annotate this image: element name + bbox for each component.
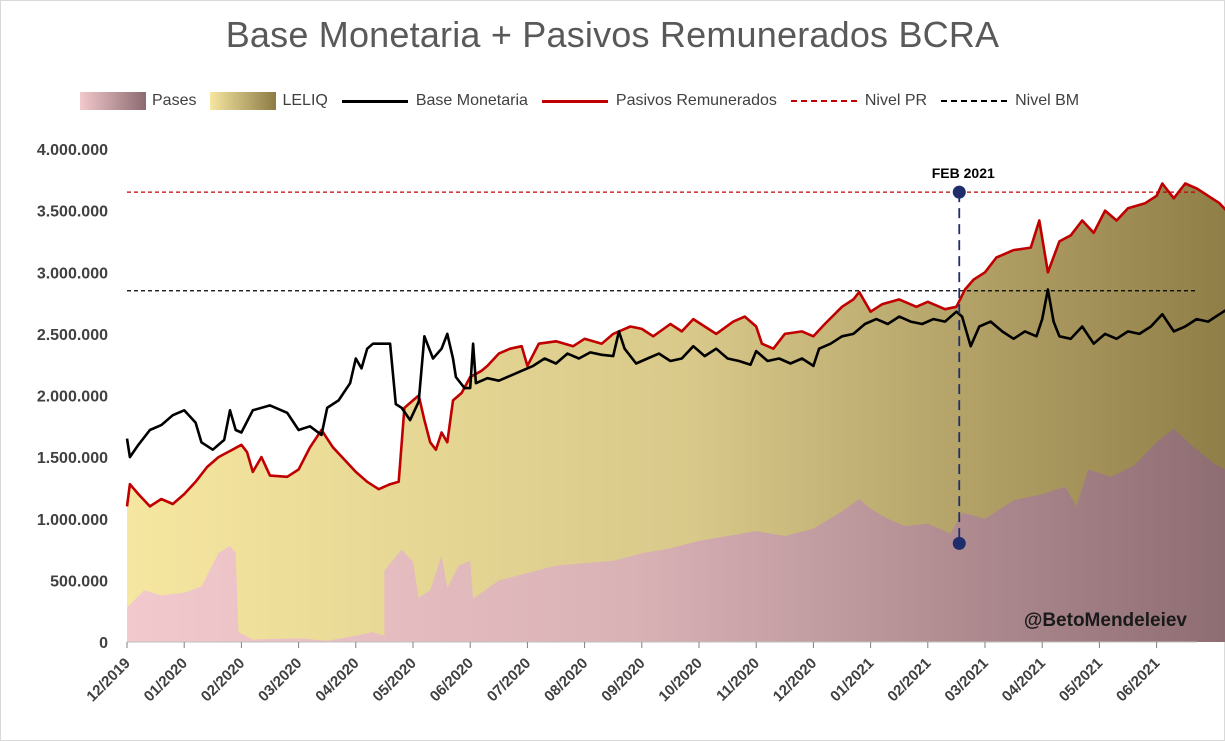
legend: Pases LELIQ Base Monetaria Pasivos Remun…	[80, 88, 1093, 114]
legend-label-leliq: LELIQ	[282, 92, 328, 109]
nivel-bm-swatch	[941, 100, 1008, 102]
y-tick-label: 2.000.000	[37, 389, 108, 406]
x-tick-label: 01/2021	[827, 655, 877, 705]
y-tick-label: 2.500.000	[37, 327, 108, 344]
base-monetaria-line	[125, 288, 1225, 459]
x-tick-label: 02/2020	[198, 655, 248, 705]
legend-item-pases: Pases	[80, 92, 196, 110]
x-tick-label: 05/2021	[1056, 655, 1106, 705]
legend-item-nivel-pr: Nivel PR	[790, 92, 928, 110]
leliq-swatch	[210, 92, 277, 110]
x-tick-label: 06/2020	[427, 655, 477, 705]
legend-item-bm: Base Monetaria	[341, 92, 528, 110]
x-tick-label: 01/2020	[141, 655, 191, 705]
x-tick-label: 07/2020	[484, 655, 534, 705]
pases-swatch	[80, 92, 146, 110]
x-tick-label: 03/2020	[255, 655, 305, 705]
y-tick-label: 3.500.000	[37, 204, 108, 221]
annotation-marker-top	[952, 185, 966, 199]
y-tick-label: 0	[99, 635, 108, 652]
x-tick-label: 12/2020	[770, 655, 820, 705]
y-tick-label: 3.000.000	[37, 265, 108, 282]
legend-item-pr: Pasivos Remunerados	[541, 92, 777, 110]
x-tick-label: 04/2021	[999, 655, 1049, 705]
x-tick-label: 12/2019	[83, 655, 133, 705]
legend-label-pases: Pases	[152, 92, 197, 109]
x-tick-label: 08/2020	[541, 655, 591, 705]
pases-area	[127, 428, 1225, 642]
y-tick-label: 1.000.000	[37, 512, 108, 529]
legend-item-leliq: LELIQ	[210, 92, 328, 110]
x-tick-label: 04/2020	[312, 655, 362, 705]
pr-swatch	[541, 99, 608, 103]
annotation-marker-bottom	[952, 536, 966, 550]
y-tick-label: 1.500.000	[37, 450, 108, 467]
bm-swatch	[341, 99, 408, 103]
y-tick-label: 4.000.000	[37, 142, 108, 159]
legend-label-nivel-pr: Nivel PR	[864, 92, 928, 109]
x-tick-label: 03/2021	[941, 655, 991, 705]
leliq-area	[127, 183, 1225, 642]
watermark: @BetoMendeleiev	[1024, 610, 1188, 631]
chart-title: Base Monetaria + Pasivos Remunerados BCR…	[225, 14, 1000, 55]
x-tick-label: 11/2020	[713, 655, 763, 705]
nivel-pr-swatch	[790, 100, 857, 102]
annotation-label: FEB 2021	[932, 165, 995, 181]
x-tick-label: 06/2021	[1113, 655, 1163, 705]
x-tick-label: 05/2020	[369, 655, 419, 705]
x-tick-label: 10/2020	[655, 655, 705, 705]
x-tick-label: 09/2020	[598, 655, 648, 705]
x-tick-label: 02/2021	[884, 655, 934, 705]
legend-label-nivel-bm: Nivel BM	[1015, 92, 1080, 109]
y-tick-label: 500.000	[50, 573, 108, 590]
pasivos-remunerados-line	[125, 182, 1225, 508]
legend-label-bm: Base Monetaria	[415, 92, 528, 109]
legend-item-nivel-bm: Nivel BM	[941, 92, 1079, 110]
legend-label-pr: Pasivos Remunerados	[615, 92, 777, 109]
